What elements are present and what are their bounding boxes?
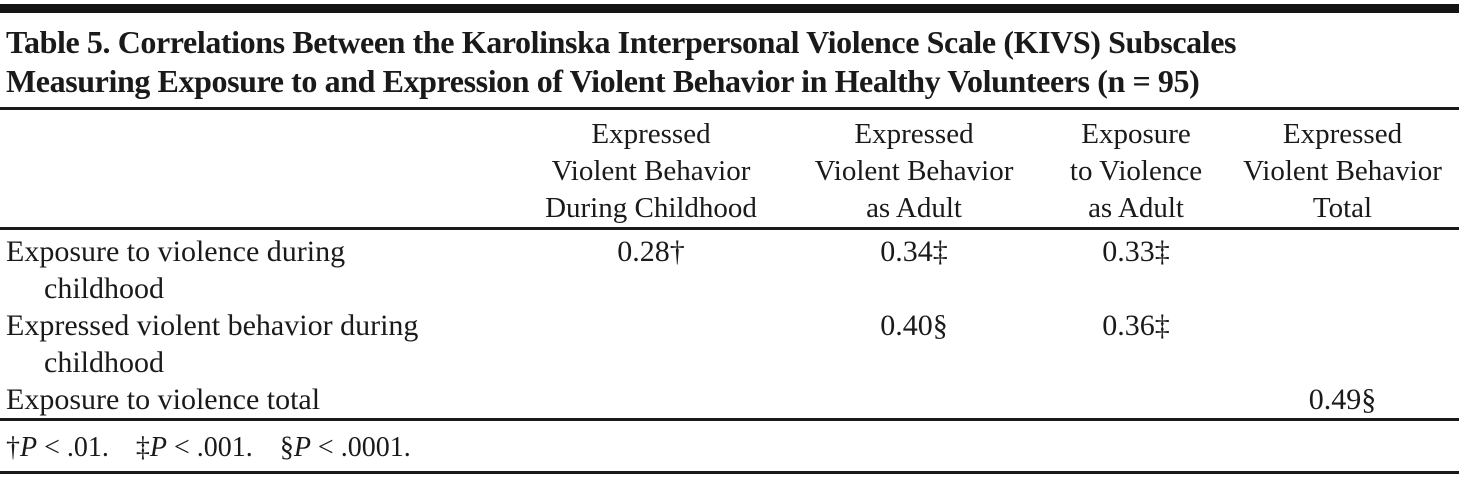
cell-value: 0.28†: [617, 235, 685, 268]
p-italic: P: [20, 432, 38, 463]
footnote-dagger: †P < .01.: [6, 432, 109, 463]
rule-under-title: [0, 107, 1459, 110]
row-label-exposure-to-violence-total: Exposure to violence total: [0, 381, 520, 418]
top-thick-rule: [0, 4, 1459, 13]
rule-under-headers: [0, 227, 1459, 230]
footnote-text: < .0001.: [310, 432, 411, 463]
header-line: Total: [1312, 192, 1373, 224]
header-line: Violent Behavior: [1243, 155, 1442, 187]
header-line: Violent Behavior: [814, 155, 1014, 187]
footnote-double-dagger: ‡P < .001.: [136, 432, 253, 463]
header-line: Expressed: [854, 118, 974, 150]
table-row: Exposure to violence during childhood 0.…: [0, 233, 1459, 307]
header-line: Expressed: [1282, 118, 1403, 150]
cell-value: 0.36‡: [1102, 309, 1170, 342]
row-label-line: Exposure to violence during: [6, 235, 346, 268]
table-row: Exposure to violence total 0.49§: [0, 381, 1459, 418]
row-label-line: childhood: [44, 346, 164, 379]
footnote-section: §P < .0001.: [280, 432, 411, 463]
footnote-text: < .001.: [167, 432, 253, 463]
double-dagger-symbol: ‡: [135, 432, 150, 463]
row-label-line: Expressed violent behavior during: [6, 309, 419, 342]
table-title-line2: Measuring Exposure to and Expression of …: [6, 63, 1200, 99]
table-row: Expressed violent behavior during childh…: [0, 307, 1459, 381]
row-label-line: Exposure to violence total: [6, 383, 321, 416]
table-footnote: †P < .01. ‡P < .001. §P < .0001.: [0, 421, 1459, 465]
rule-above-footnote: [0, 418, 1459, 421]
column-header-exposure-to-violence-as-adult: Exposure to Violence as Adult: [1046, 116, 1226, 227]
stub-header-empty: [0, 116, 520, 227]
column-header-expressed-violent-behavior-as-adult: Expressed Violent Behavior as Adult: [782, 116, 1046, 227]
header-line: Violent Behavior: [551, 155, 751, 187]
footnote-text: < .01.: [37, 432, 109, 463]
column-header-expressed-violent-behavior-during-childhood: Expressed Violent Behavior During Childh…: [520, 116, 782, 227]
table-title-line1: Table 5. Correlations Between the Karoli…: [6, 24, 1237, 60]
header-line: to Violence: [1069, 155, 1203, 187]
header-line: as Adult: [866, 192, 962, 224]
header-line: as Adult: [1088, 192, 1184, 224]
table-title: Table 5. Correlations Between the Karoli…: [6, 23, 1459, 101]
cell-value: 0.40§: [880, 309, 948, 342]
header-line: During Childhood: [545, 192, 757, 224]
section-symbol: §: [279, 432, 294, 463]
header-line: Expressed: [591, 118, 711, 150]
cell-value: 0.49§: [1308, 383, 1377, 416]
row-label-expressed-violent-behavior-during-childhood: Expressed violent behavior during childh…: [0, 307, 520, 381]
column-header-row: Expressed Violent Behavior During Childh…: [0, 110, 1459, 227]
dagger-symbol: †: [6, 432, 20, 463]
p-italic: P: [293, 432, 311, 463]
bottom-rule: [0, 471, 1459, 474]
p-italic: P: [149, 432, 168, 463]
row-label-line: childhood: [44, 272, 164, 305]
row-label-exposure-to-violence-during-childhood: Exposure to violence during childhood: [0, 233, 520, 307]
cell-value: 0.33‡: [1102, 235, 1170, 268]
column-header-expressed-violent-behavior-total: Expressed Violent Behavior Total: [1226, 116, 1459, 227]
table-body: Exposure to violence during childhood 0.…: [0, 230, 1459, 418]
journal-table-page: Table 5. Correlations Between the Karoli…: [0, 4, 1459, 488]
cell-value: 0.34‡: [880, 235, 948, 268]
header-line: Exposure: [1081, 118, 1191, 150]
